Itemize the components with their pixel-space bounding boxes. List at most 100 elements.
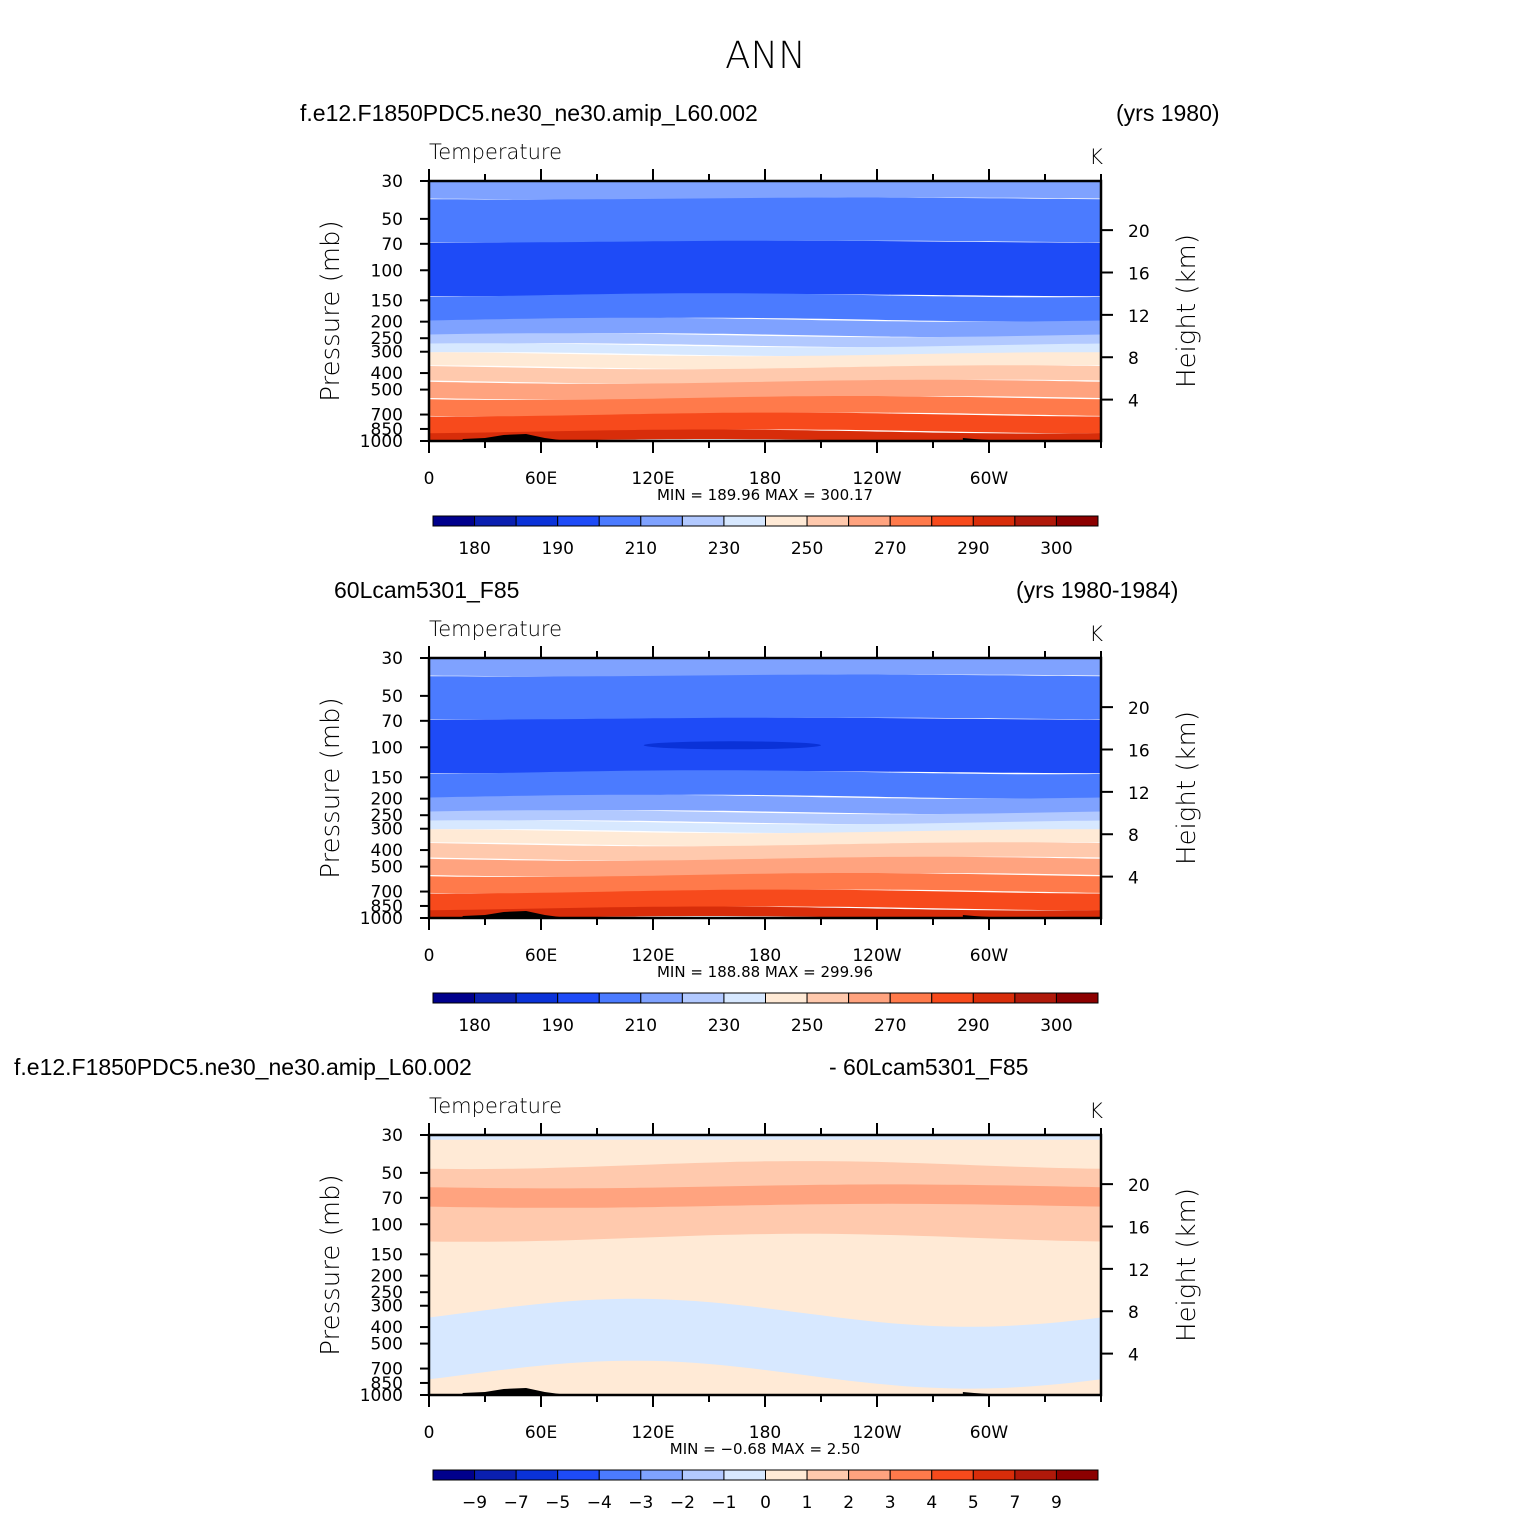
- panel2-contour-band: [429, 810, 1101, 825]
- panel1-colorbar-swatch: [1055, 515, 1099, 527]
- panel1-height-tick-label: 12: [1128, 307, 1150, 327]
- panel3-colorbar-label: −4: [587, 1493, 612, 1513]
- panel1-colorbar-swatch: [972, 515, 1016, 527]
- panel3-colorbar-label: −3: [628, 1493, 653, 1513]
- panel3-colorbar-swatch: [765, 1469, 808, 1481]
- panel3-y-tick-label: 250: [371, 1283, 403, 1303]
- panel2-contour-band: [429, 842, 1101, 861]
- panel1-colorbar-label: 290: [957, 539, 989, 559]
- panel1-colorbar-swatch: [432, 515, 476, 527]
- panel1-right-axis-title: Height (km): [1172, 234, 1202, 388]
- panel2-colorbar-label: 300: [1040, 1016, 1072, 1036]
- panel3-x-tick-label: 0: [424, 1423, 435, 1443]
- panel2-y-tick-label: 30: [381, 649, 403, 669]
- panel2-colorbar-swatch: [765, 992, 808, 1004]
- panel2-units: K: [1089, 622, 1103, 646]
- panel1-height-tick-label: 20: [1128, 222, 1150, 242]
- panel1-colorbar-swatch: [474, 515, 517, 527]
- panel3-y-tick-label: 400: [371, 1318, 403, 1338]
- panel1-colorbar-label: 180: [458, 539, 490, 559]
- panel1-y-tick-label: 400: [371, 364, 403, 384]
- panel2-contour-band: [429, 873, 1101, 894]
- panel2-colorbar-swatch: [931, 992, 974, 1004]
- panel3-variable-name: Temperature: [429, 1094, 562, 1118]
- panel2-colorbar-swatch: [681, 992, 725, 1004]
- panel2-colorbar-swatch: [806, 992, 850, 1004]
- panel1-colorbar-label: 230: [708, 539, 740, 559]
- panel1-y-tick-label: 30: [381, 172, 403, 192]
- panel2-years: (yrs 1980-1984): [1016, 577, 1179, 603]
- panel3-y-tick-label: 850: [371, 1374, 403, 1394]
- panel3-height-tick-label: 12: [1128, 1261, 1150, 1281]
- panel1-x-tick-label: 60W: [970, 469, 1009, 489]
- panel1-contour-band: [429, 343, 1101, 357]
- panel2-contour-band: [429, 794, 1101, 815]
- panel2-contour-band: [429, 770, 1101, 799]
- panel1-contour-band: [429, 429, 1101, 441]
- panel3-case-name: f.e12.F1850PDC5.ne30_ne30.amip_L60.002: [14, 1054, 472, 1080]
- panel3-colorbar-label: 7: [1009, 1493, 1020, 1513]
- panel1-height-tick-label: 16: [1128, 264, 1150, 284]
- panel2-colorbar-label: 230: [708, 1016, 740, 1036]
- panel3-height-tick-label: 4: [1128, 1346, 1139, 1366]
- panel1-y-tick-label: 1000: [360, 432, 403, 452]
- panel2-variable-name: Temperature: [429, 617, 562, 641]
- panel3-colorbar-label: −1: [711, 1493, 736, 1513]
- panel2-contour-band: [429, 658, 1101, 677]
- panel2-colorbar-swatch: [598, 992, 642, 1004]
- panel2-contour-band: [429, 829, 1101, 847]
- panel1-y-tick-label: 100: [371, 261, 403, 281]
- panel3-y-tick-label: 1000: [360, 1386, 403, 1406]
- panel2-x-tick-label: 60W: [970, 946, 1009, 966]
- panel1-units: K: [1089, 145, 1103, 169]
- panel2-right-axis-title: Height (km): [1172, 711, 1202, 865]
- panel2-colorbar-swatch: [474, 992, 517, 1004]
- panel3-colorbar-label: 3: [885, 1493, 896, 1513]
- panel1-contour-band: [429, 240, 1101, 297]
- panel3-colorbar-label: −5: [545, 1493, 570, 1513]
- panel1-x-tick-label: 60E: [525, 469, 557, 489]
- panel3-colorbar-label: 4: [926, 1493, 937, 1513]
- panel2-x-tick-label: 60E: [525, 946, 557, 966]
- panel2-x-tick-label: 180: [749, 946, 781, 966]
- panel2-colorbar-swatch: [515, 992, 559, 1004]
- panel3-colorbar-label: 2: [843, 1493, 854, 1513]
- panel2-contour-band: [429, 674, 1101, 720]
- panel2-y-tick-label: 300: [371, 820, 403, 840]
- panel2-contour-band: [429, 906, 1101, 918]
- panel2-min-max: MIN = 188.88 MAX = 299.96: [657, 963, 873, 981]
- panel2-y-tick-label: 850: [371, 897, 403, 917]
- panel2-x-tick-label: 120E: [631, 946, 674, 966]
- panel3-colorbar-swatch: [557, 1469, 600, 1481]
- panel1-colorbar-swatch: [640, 515, 683, 527]
- panel2-colorbar-label: 190: [541, 1016, 573, 1036]
- panel2-cold-spot: [643, 741, 821, 750]
- panel2-y-tick-label: 200: [371, 790, 403, 810]
- panel1-height-tick-label: 8: [1128, 349, 1139, 369]
- panel2-colorbar-label: 250: [791, 1016, 823, 1036]
- panel1-contour-band: [429, 293, 1101, 322]
- panel2-y-tick-label: 100: [371, 738, 403, 758]
- panel1-colorbar-label: 210: [625, 539, 657, 559]
- panel1-y-tick-label: 700: [371, 406, 403, 426]
- panel2-y-tick-label: 500: [371, 858, 403, 878]
- panel3-height-tick-label: 16: [1128, 1218, 1150, 1238]
- panel3-colorbar-swatch: [889, 1469, 933, 1481]
- panel1-colorbar-swatch: [889, 515, 933, 527]
- panel2-colorbar-swatch: [1055, 992, 1099, 1004]
- panel3-height-tick-label: 8: [1128, 1303, 1139, 1323]
- panel3-y-tick-label: 700: [371, 1360, 403, 1380]
- panel3-colorbar-swatch: [848, 1469, 891, 1481]
- panel1-contour-band: [429, 181, 1101, 200]
- panel1-y-tick-label: 850: [371, 420, 403, 440]
- panel3-colorbar-label: 0: [760, 1493, 771, 1513]
- panel3-x-tick-label: 60E: [525, 1423, 557, 1443]
- panel3-colorbar-label: 5: [968, 1493, 979, 1513]
- panel3-contour-band: [429, 1184, 1101, 1208]
- panel3-colorbar-swatch: [474, 1469, 517, 1481]
- panel3-colorbar-swatch: [806, 1469, 850, 1481]
- panel3-y-tick-label: 100: [371, 1215, 403, 1235]
- panel2-colorbar-label: 180: [458, 1016, 490, 1036]
- panel3-colorbar-label: −7: [504, 1493, 529, 1513]
- panel1-x-tick-label: 0: [424, 469, 435, 489]
